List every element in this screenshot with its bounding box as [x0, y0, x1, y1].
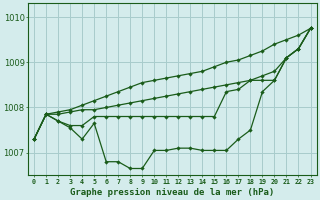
X-axis label: Graphe pression niveau de la mer (hPa): Graphe pression niveau de la mer (hPa): [70, 188, 275, 197]
